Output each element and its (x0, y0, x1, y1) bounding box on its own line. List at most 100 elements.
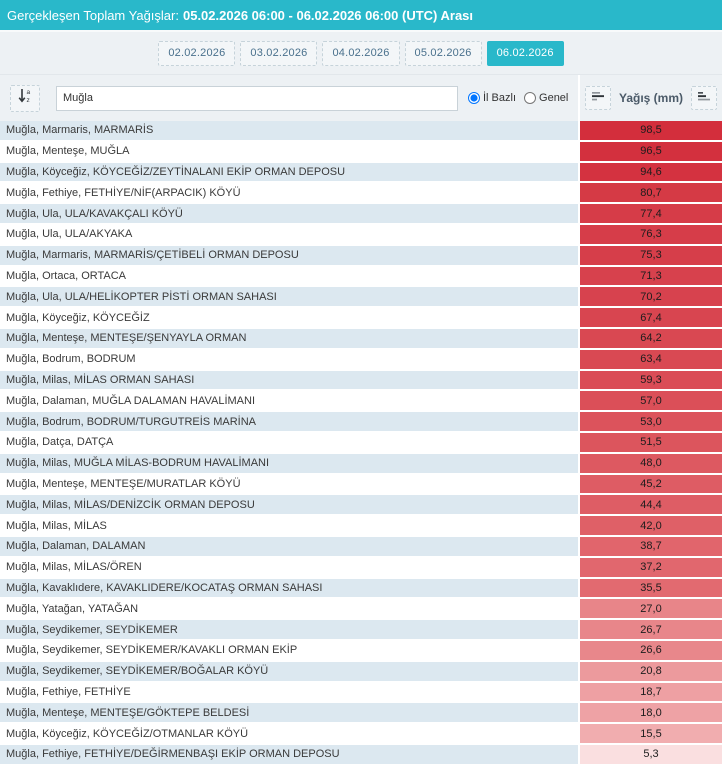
rainfall-value: 15,5 (580, 724, 722, 743)
radio-il-bazli-input[interactable] (468, 92, 480, 104)
rainfall-table: Muğla, Marmaris, MARMARİS 98,5 Muğla, Ment… (0, 121, 722, 764)
table-row[interactable]: Muğla, Seydikemer, SEYDİKEMER 26,7 (0, 620, 722, 639)
rainfall-value: 77,4 (580, 204, 722, 223)
sort-amount-desc-icon (591, 89, 605, 107)
station-name: Muğla, Ula, ULA/AKYAKA (6, 228, 133, 241)
station-name: Muğla, Milas, MİLAS/DENİZCİK ORMAN DEPOS… (0, 495, 578, 515)
date-tab-04.02.2026[interactable]: 04.02.2026 (322, 40, 400, 66)
table-row[interactable]: Muğla, Milas, MİLAS/DENİZCİK ORMAN DEPOS… (0, 495, 722, 515)
value-column-header: Yağış (mm) (578, 75, 722, 121)
table-row[interactable]: Muğla, Marmaris, MARMARİS/ÇETİBELİ ORMAN… (0, 245, 722, 265)
table-row[interactable]: Muğla, Ula, ULA/KAVAKÇALI KÖYÜ 77,4 (0, 204, 722, 223)
rainfall-value: 75,3 (580, 245, 722, 265)
rainfall-value: 94,6 (580, 162, 722, 182)
table-row[interactable]: Muğla, Fethiye, FETHİYE 18,7 (0, 682, 722, 702)
table-row[interactable]: Muğla, Ortaca, ORTACA 71,3 (0, 266, 722, 286)
station-name: Muğla, Seydikemer, SEYDİKEMER/BOĞALAR KÖ… (0, 661, 578, 681)
radio-il-bazli-label: İl Bazlı (483, 92, 517, 104)
table-row[interactable]: Muğla, Milas, MİLAS ORMAN SAHASI 59,3 (0, 370, 722, 390)
rainfall-value: 70,2 (580, 287, 722, 307)
rainfall-value: 63,4 (580, 349, 722, 369)
rainfall-value: 18,0 (580, 703, 722, 723)
station-name: Muğla, Seydikemer, SEYDİKEMER (0, 620, 578, 639)
station-name: Muğla, Dalaman, DALAMAN (0, 536, 578, 556)
sort-asc-button[interactable] (691, 86, 717, 110)
search-input[interactable] (56, 85, 458, 111)
rainfall-value: 76,3 (580, 224, 722, 244)
sort-desc-button[interactable] (585, 86, 611, 110)
date-tab-06.02.2026[interactable]: 06.02.2026 (486, 40, 564, 66)
rainfall-value: 64,2 (580, 328, 722, 348)
rainfall-value: 44,4 (580, 495, 722, 515)
station-name: Muğla, Milas, MİLAS/ÖREN (6, 561, 142, 574)
table-row[interactable]: Muğla, Ula, ULA/HELİKOPTER PİSTİ ORMAN S… (0, 287, 722, 307)
station-name: Muğla, Kavaklıdere, KAVAKLIDERE/KOCATAŞ … (0, 578, 578, 598)
table-row[interactable]: Muğla, Ula, ULA/AKYAKA 76,3 (0, 224, 722, 244)
rainfall-value: 80,7 (580, 183, 722, 203)
station-name: Muğla, Köyceğiz, KÖYCEĞİZ/ZEYTİNALANI EK… (0, 162, 578, 182)
station-name: Muğla, Köyceğiz, KÖYCEĞİZ/OTMANLAR KÖYÜ (6, 727, 249, 740)
rainfall-value: 35,5 (580, 578, 722, 598)
table-row[interactable]: Muğla, Menteşe, MENTEŞE/MURATLAR KÖYÜ 45,… (0, 474, 722, 494)
station-name: Muğla, Seydikemer, SEYDİKEMER/KAVAKLI OR… (6, 644, 298, 657)
rainfall-value: 38,7 (580, 536, 722, 556)
radio-genel[interactable]: Genel (524, 92, 568, 104)
table-row[interactable]: Muğla, Seydikemer, SEYDİKEMER/BOĞALAR KÖ… (0, 661, 722, 681)
table-row[interactable]: Muğla, Köyceğiz, KÖYCEĞİZ 67,4 (0, 308, 722, 327)
table-row[interactable]: Muğla, Milas, MUĞLA MİLAS-BODRUM HAVALİM… (0, 453, 722, 473)
table-row[interactable]: Muğla, Menteşe, MENTEŞE/GÖKTEPE BELDESİ 1… (0, 703, 722, 723)
table-row[interactable]: Muğla, Milas, MİLAS/ÖREN 37,2 (0, 557, 722, 577)
table-row[interactable]: Muğla, Milas, MİLAS 42,0 (0, 516, 722, 535)
title-bar: Gerçekleşen Toplam Yağışlar: 05.02.2026 … (0, 0, 722, 30)
radio-il-bazli[interactable]: İl Bazlı (468, 92, 516, 104)
radio-genel-input[interactable] (524, 92, 537, 104)
date-tab-02.02.2026[interactable]: 02.02.2026 (158, 40, 236, 66)
station-name: Muğla, Bodrum, BODRUM (6, 353, 136, 366)
rainfall-value: 5,3 (580, 744, 722, 764)
table-row[interactable]: Muğla, Kavaklıdere, KAVAKLIDERE/KOCATAŞ … (0, 578, 722, 598)
table-row[interactable]: Muğla, Seydikemer, SEYDİKEMER/KAVAKLI OR… (0, 640, 722, 660)
sort-alpha-button[interactable]: a z (10, 84, 40, 112)
title-period: 05.02.2026 06:00 - 06.02.2026 06:00 (UTC… (182, 7, 474, 23)
station-name: Muğla, Milas, MİLAS ORMAN SAHASI (0, 370, 578, 390)
station-name: Muğla, Yatağan, YATAĞAN (6, 602, 139, 615)
station-name: Muğla, Dalaman, MUĞLA DALAMAN HAVALİMANI (6, 394, 256, 407)
table-row[interactable]: Muğla, Menteşe, MENTEŞE/ŞENYAYLA ORMAN 64… (0, 328, 722, 348)
rainfall-value: 59,3 (580, 370, 722, 390)
rainfall-value: 98,5 (580, 121, 722, 140)
rainfall-value: 27,0 (580, 599, 722, 619)
table-row[interactable]: Muğla, Köyceğiz, KÖYCEĞİZ/OTMANLAR KÖYÜ 1… (0, 724, 722, 743)
table-row[interactable]: Muğla, Fethiye, FETHİYE/NİF(ARPACIK) KÖY… (0, 183, 722, 203)
table-row[interactable]: Muğla, Dalaman, DALAMAN 38,7 (0, 536, 722, 556)
station-name: Muğla, Fethiye, FETHİYE (6, 685, 131, 698)
table-row[interactable]: Muğla, Fethiye, FETHİYE/DEĞİRMENBAŞI EKİ… (0, 744, 722, 764)
scope-radio-group: İl Bazlı Genel (468, 92, 568, 104)
table-row[interactable]: Muğla, Bodrum, BODRUM/TURGUTREİS MARİNA 5… (0, 412, 722, 431)
station-name: Muğla, Marmaris, MARMARİS/ÇETİBELİ ORMAN… (0, 245, 578, 265)
svg-text:a: a (26, 89, 30, 96)
table-row[interactable]: Muğla, Yatağan, YATAĞAN 27,0 (0, 599, 722, 619)
date-tab-bar: 02.02.2026 03.02.2026 04.02.2026 05.02.2026… (0, 30, 722, 75)
rainfall-value: 26,7 (580, 620, 722, 639)
table-row[interactable]: Muğla, Dalaman, MUĞLA DALAMAN HAVALİMANI… (0, 391, 722, 411)
table-row[interactable]: Muğla, Bodrum, BODRUM 63,4 (0, 349, 722, 369)
rainfall-value: 96,5 (580, 141, 722, 161)
sort-alpha-down-icon: a z (18, 87, 33, 109)
filter-left-section: a z İl Bazlı Genel (0, 75, 578, 121)
table-row[interactable]: Muğla, Menteşe, MUĞLA 96,5 (0, 141, 722, 161)
rainfall-column-label: Yağış (mm) (618, 91, 684, 105)
radio-genel-label: Genel (539, 92, 569, 104)
table-row[interactable]: Muğla, Datça, DATÇA 51,5 (0, 432, 722, 452)
station-name: Muğla, Milas, MUĞLA MİLAS-BODRUM HAVALİM… (0, 453, 578, 473)
date-tab-05.02.2026[interactable]: 05.02.2026 (404, 40, 482, 66)
sort-amount-asc-icon (697, 89, 711, 107)
rainfall-value: 42,0 (580, 516, 722, 535)
table-row[interactable]: Muğla, Marmaris, MARMARİS 98,5 (0, 121, 722, 140)
station-name: Muğla, Marmaris, MARMARİS (0, 121, 578, 140)
rainfall-value: 48,0 (580, 453, 722, 473)
station-name: Muğla, Ortaca, ORTACA (6, 269, 127, 282)
table-row[interactable]: Muğla, Köyceğiz, KÖYCEĞİZ/ZEYTİNALANI EK… (0, 162, 722, 182)
date-tab-03.02.2026[interactable]: 03.02.2026 (240, 40, 318, 66)
rainfall-value: 51,5 (580, 432, 722, 452)
station-name: Muğla, Köyceğiz, KÖYCEĞİZ (6, 311, 150, 324)
